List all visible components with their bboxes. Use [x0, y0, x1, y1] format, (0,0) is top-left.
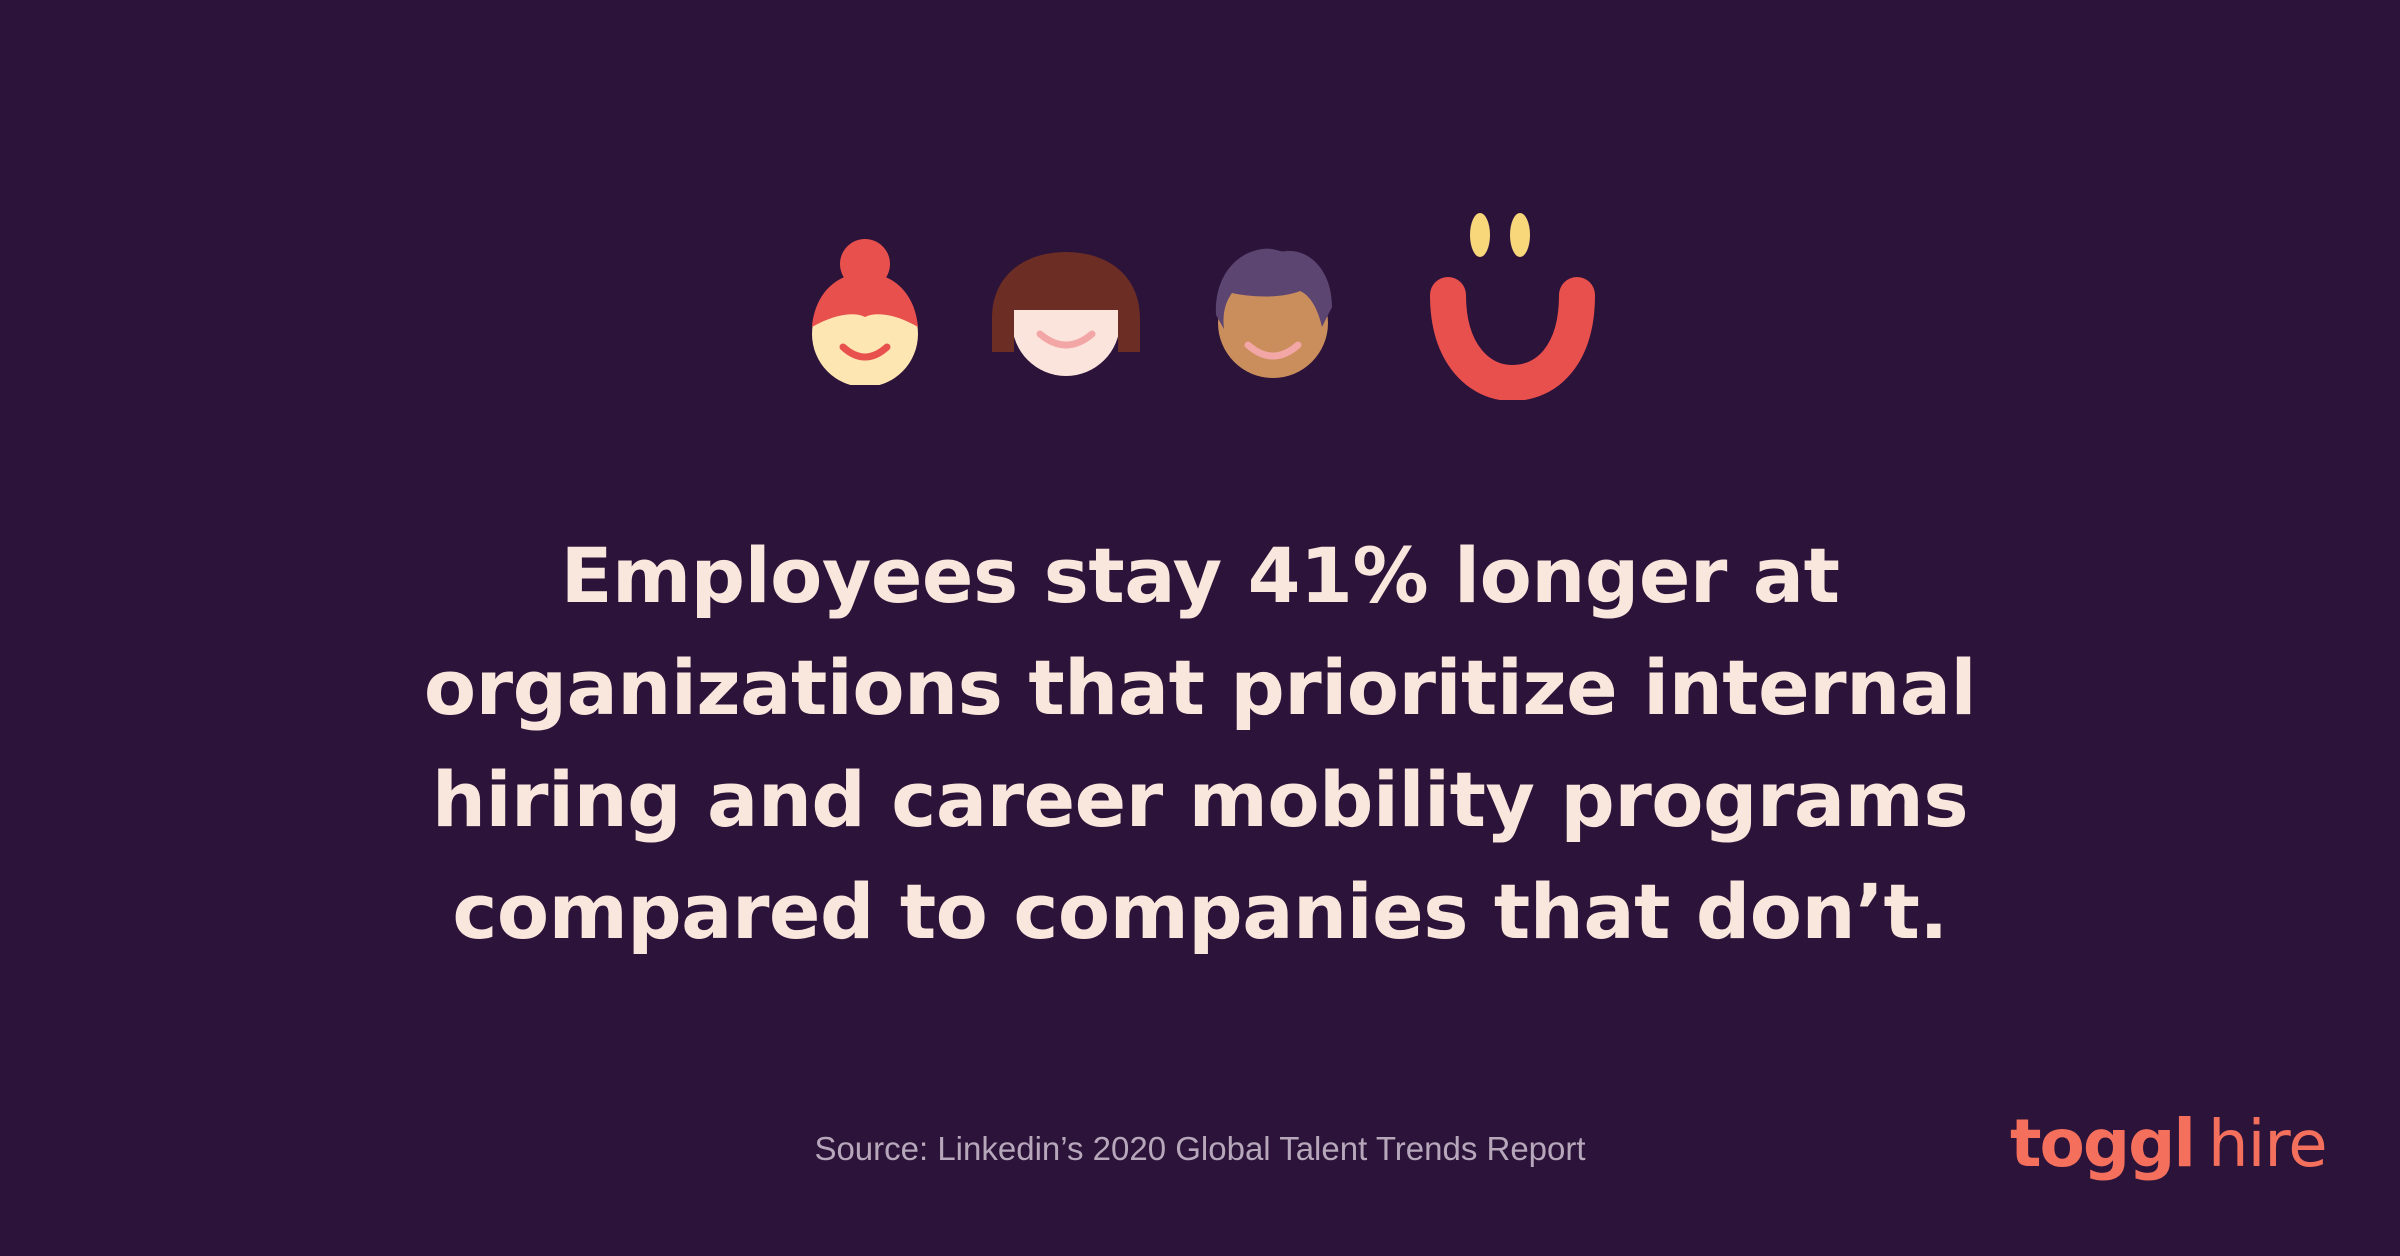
- face-purple-hair-icon: [1215, 248, 1332, 378]
- illustration-row: [0, 0, 2400, 420]
- headline: Employees stay 41% longer at organizatio…: [200, 520, 2200, 968]
- toggl-hire-logo: toggl hire: [2010, 1104, 2328, 1184]
- headline-line: hiring and career mobility programs: [431, 755, 1969, 844]
- headline-line: Employees stay 41% longer at: [560, 531, 1840, 620]
- source-citation: Source: Linkedin’s 2020 Global Talent Tr…: [814, 1130, 1586, 1167]
- headline-line: organizations that prioritize internal: [423, 643, 1977, 732]
- headline-line: compared to companies that don’t.: [452, 867, 1948, 956]
- face-brown-bob-hair-icon: [992, 252, 1140, 376]
- face-red-bun-hair-icon: [812, 239, 918, 385]
- logo-product: hire: [2208, 1108, 2328, 1182]
- logo-brand: toggl: [2010, 1105, 2196, 1182]
- smiley-icon: [1430, 213, 1595, 400]
